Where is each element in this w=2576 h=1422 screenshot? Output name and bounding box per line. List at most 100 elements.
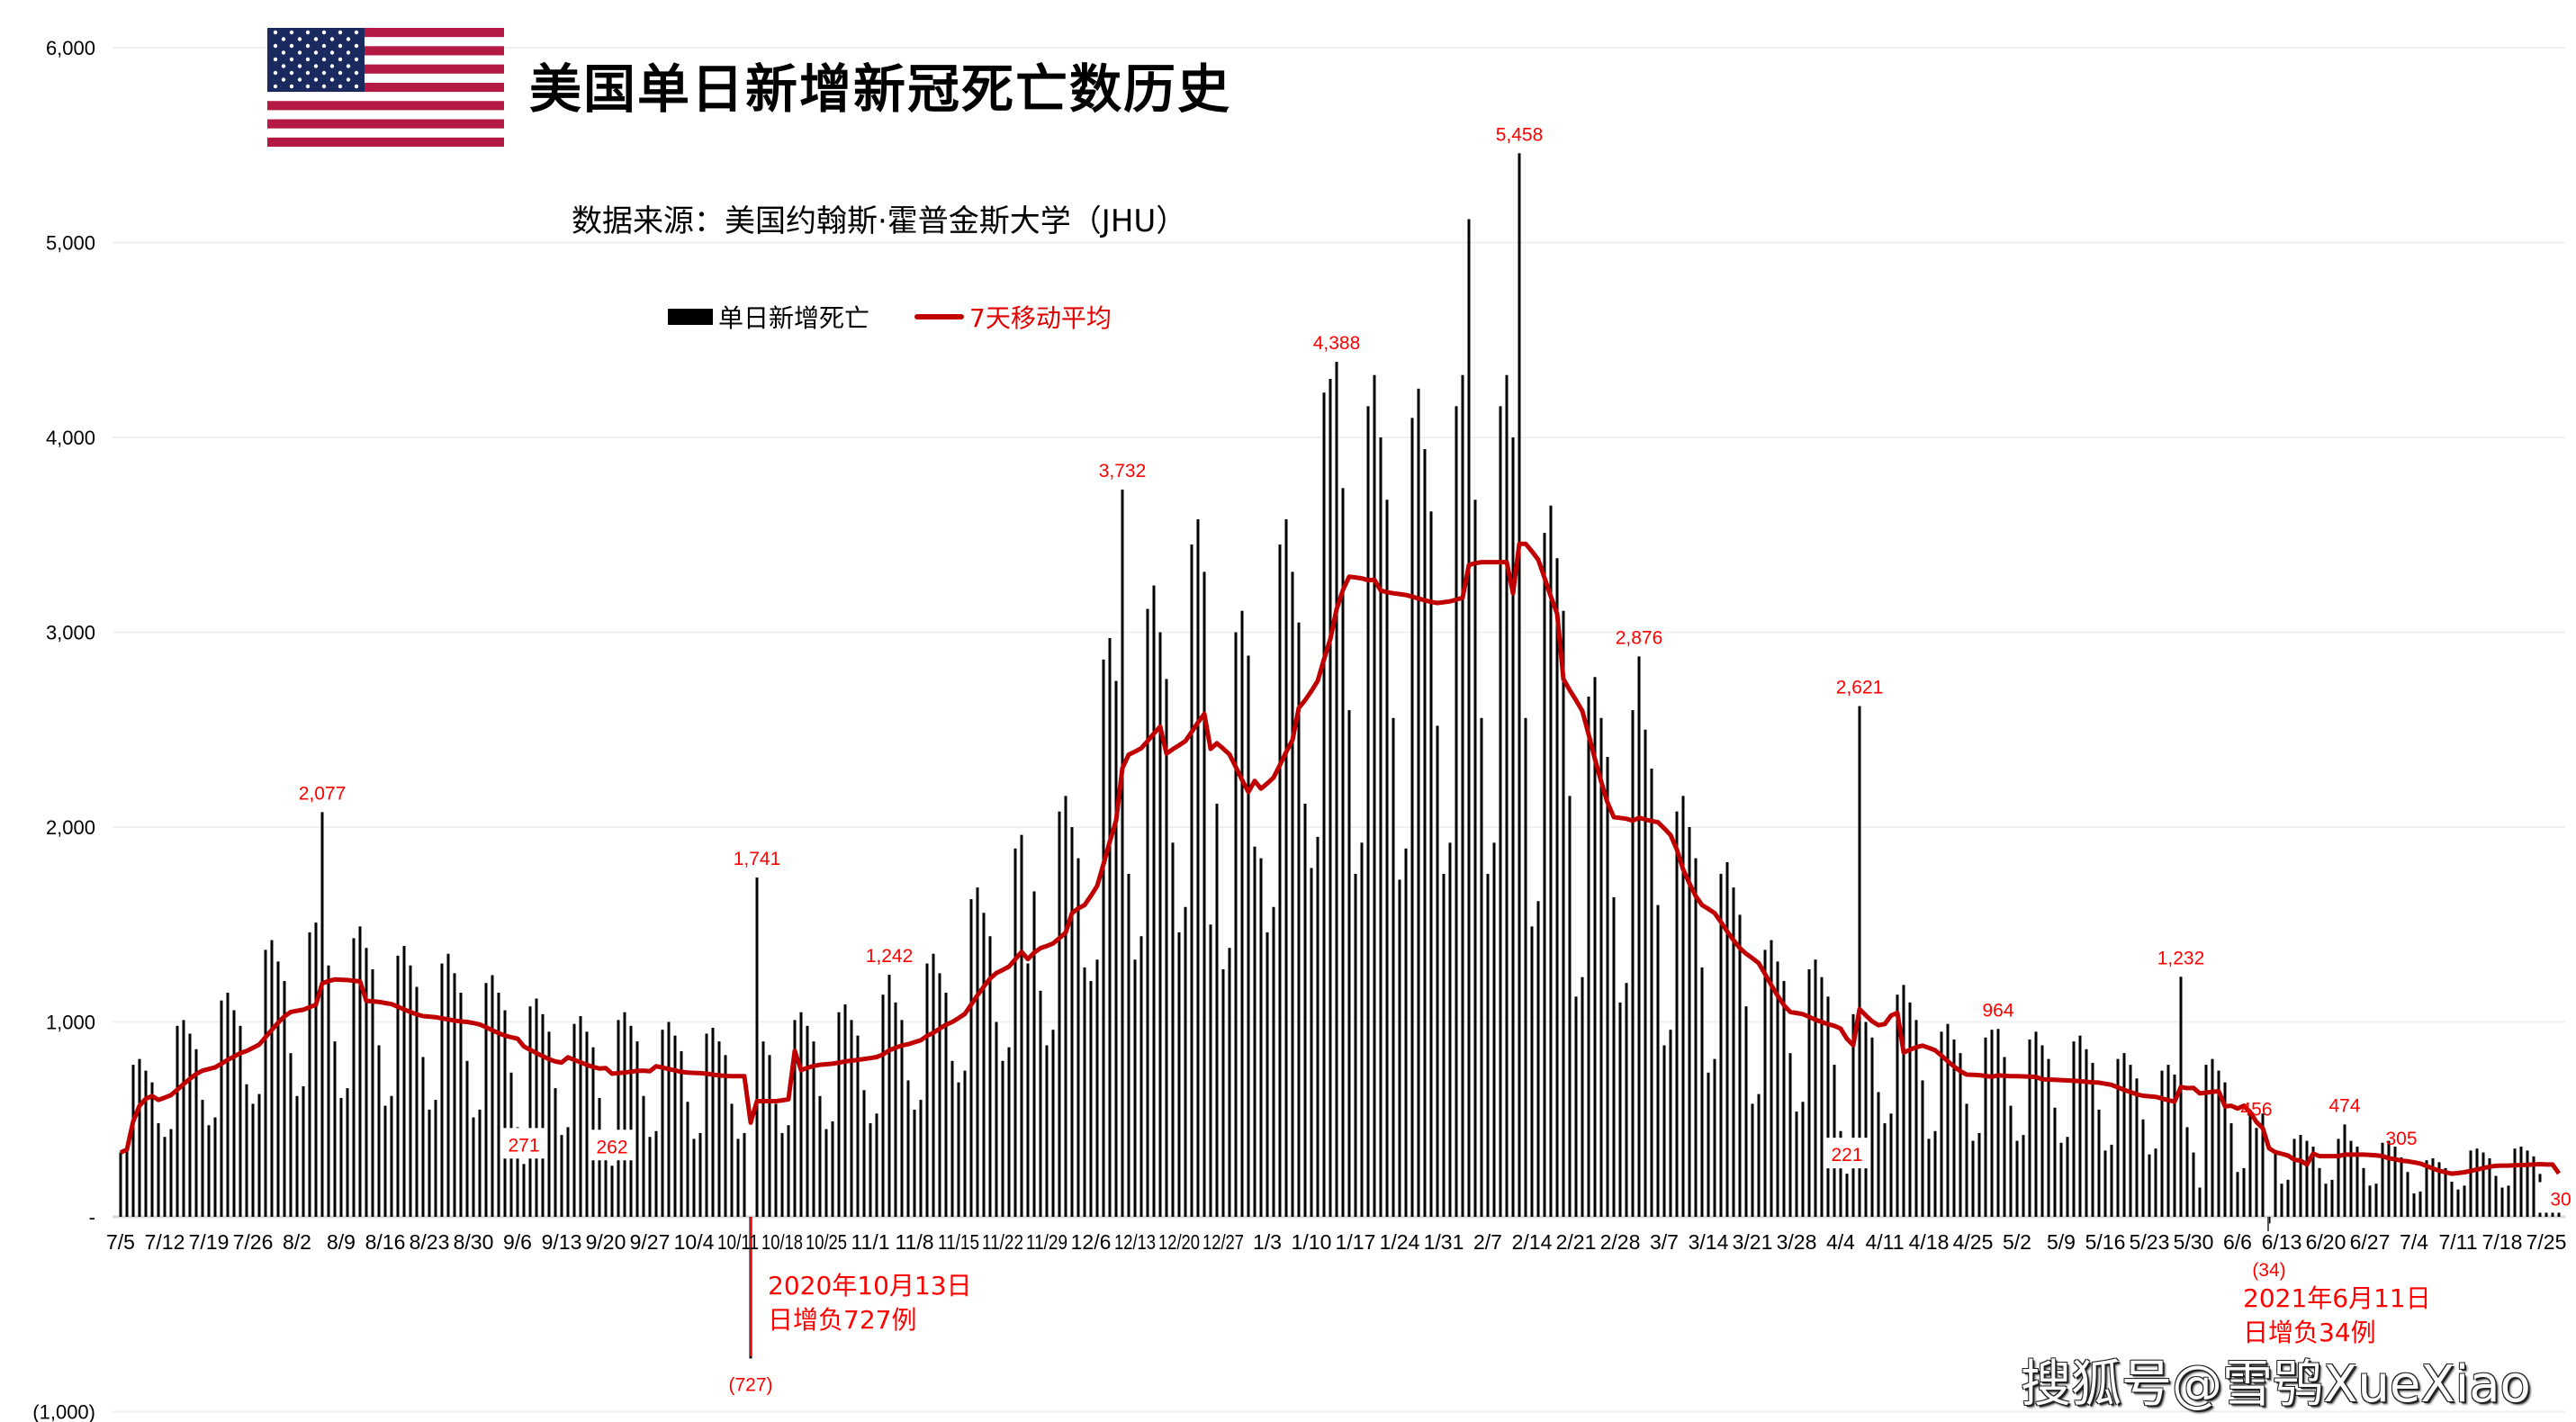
bar xyxy=(680,1050,683,1217)
bar xyxy=(232,1010,236,1217)
x-tick-label: 4/25 xyxy=(1953,1230,1994,1254)
x-tick-label: 7/18 xyxy=(2482,1230,2523,1254)
bar xyxy=(2330,1179,2334,1217)
data-source-subtitle: 数据来源：美国约翰斯·霍普金斯大学（JHU） xyxy=(572,203,1187,239)
bar xyxy=(2280,1184,2283,1217)
bar xyxy=(1965,1103,1968,1217)
bar xyxy=(2217,1070,2220,1217)
bar xyxy=(686,1102,689,1217)
bar xyxy=(1202,572,1206,1217)
bar xyxy=(1291,572,1294,1217)
bar xyxy=(270,940,274,1217)
bar xyxy=(806,1025,809,1217)
bar xyxy=(2110,1144,2113,1217)
bar xyxy=(1662,1045,1666,1217)
bar xyxy=(648,1137,652,1217)
x-tick-label: 10/4 xyxy=(674,1230,715,1254)
x-tick-label: 9/20 xyxy=(586,1230,626,1254)
bar xyxy=(264,950,267,1217)
bar xyxy=(950,1060,954,1217)
bar xyxy=(1108,637,1112,1217)
bar xyxy=(1240,610,1244,1217)
bar xyxy=(144,1070,148,1217)
x-tick-label: 2/7 xyxy=(1473,1230,1502,1254)
bar xyxy=(1303,804,1307,1217)
bar xyxy=(535,998,538,1217)
bar xyxy=(2248,1109,2252,1217)
bar xyxy=(213,1117,217,1217)
bar xyxy=(1051,1030,1055,1217)
bar xyxy=(2456,1189,2460,1217)
value-label: 262 xyxy=(589,1130,635,1161)
x-tick-label: 11/8 xyxy=(895,1230,933,1254)
bar xyxy=(1473,500,1477,1217)
bar xyxy=(1095,959,1099,1217)
bar xyxy=(1858,706,1861,1217)
value-label: 3,732 xyxy=(1099,461,1147,482)
bar xyxy=(1278,544,1282,1217)
value-label: 964 xyxy=(1982,1000,2013,1021)
x-tick-label: 1/17 xyxy=(1336,1230,1376,1254)
bar xyxy=(390,1095,393,1217)
bar xyxy=(2418,1191,2422,1217)
x-tick-label: 8/30 xyxy=(454,1230,494,1254)
bar xyxy=(667,1022,671,1217)
bar xyxy=(207,1125,211,1217)
bar xyxy=(2148,1154,2151,1217)
bar xyxy=(1461,374,1464,1218)
bar xyxy=(2072,1041,2076,1217)
bar xyxy=(2066,1137,2069,1217)
bar xyxy=(1902,985,1905,1217)
value-label-text: 221 xyxy=(1831,1145,1862,1166)
bar xyxy=(125,1147,129,1217)
bar xyxy=(220,1000,223,1217)
bar xyxy=(1234,632,1238,1217)
bar xyxy=(793,1020,797,1217)
bar xyxy=(894,1002,897,1217)
bar xyxy=(862,1090,866,1217)
bar xyxy=(2141,1119,2145,1217)
bar xyxy=(1455,406,1458,1217)
value-label-text: 474 xyxy=(2328,1095,2360,1116)
annotation-oct13: 2020年10月13日 日增负727例 xyxy=(768,1269,972,1337)
bar xyxy=(1725,861,1729,1217)
bar xyxy=(2488,1158,2491,1217)
bar xyxy=(673,1035,677,1217)
bar xyxy=(850,1020,853,1217)
bar xyxy=(522,1164,526,1217)
bar xyxy=(1347,710,1351,1217)
bar xyxy=(755,878,759,1217)
x-tick-label: 7/11 xyxy=(2438,1230,2477,1254)
bar xyxy=(724,1055,727,1217)
bar xyxy=(2311,1147,2315,1217)
value-label-text: (34) xyxy=(2252,1260,2285,1281)
bar xyxy=(547,1031,551,1217)
bar xyxy=(869,1123,872,1217)
bar xyxy=(2085,1048,2088,1217)
bar xyxy=(925,963,929,1217)
bar xyxy=(1543,533,1546,1217)
bar xyxy=(396,955,400,1217)
bar xyxy=(932,953,935,1217)
bar xyxy=(2387,1140,2391,1217)
value-label: 4,388 xyxy=(1313,333,1361,354)
bar xyxy=(497,993,500,1217)
bar xyxy=(566,1127,570,1217)
bar xyxy=(1644,729,1647,1217)
bar xyxy=(2526,1150,2529,1217)
bar xyxy=(2500,1187,2504,1217)
bar xyxy=(2255,1128,2258,1217)
bar xyxy=(1366,406,1370,1217)
bar xyxy=(1026,963,1030,1217)
bar xyxy=(1505,374,1509,1218)
bar xyxy=(2355,1147,2359,1217)
bar xyxy=(1228,948,1231,1217)
bar xyxy=(1417,388,1420,1217)
bar xyxy=(2185,1127,2189,1217)
x-tick-label: 10/11 xyxy=(717,1230,759,1254)
bar xyxy=(131,1065,135,1217)
bar xyxy=(1284,518,1288,1217)
value-label: 456 xyxy=(2240,1099,2272,1120)
bar xyxy=(1770,940,1773,1217)
bar xyxy=(371,969,374,1217)
